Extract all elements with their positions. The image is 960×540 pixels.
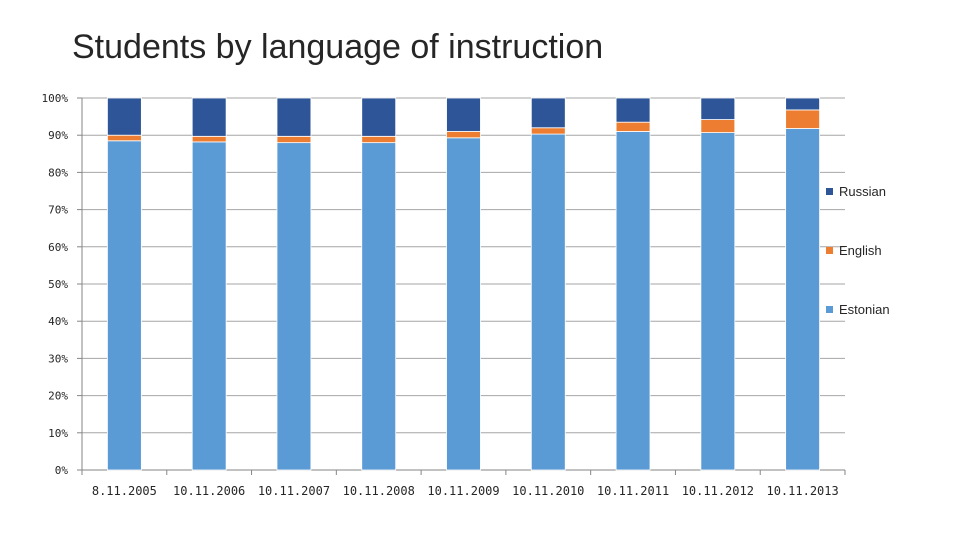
chart-title: Students by language of instruction	[72, 28, 604, 66]
bar-segment-estonian	[530, 133, 566, 471]
bar-segment-estonian	[615, 131, 651, 471]
bar-segment-estonian	[191, 141, 227, 471]
bar-segment-english	[530, 127, 566, 135]
bar-segment-russian	[276, 97, 312, 137]
y-tick-label: 50%	[48, 278, 68, 291]
y-tick-label: 30%	[48, 352, 68, 365]
x-tick-label: 8.11.2005	[92, 484, 157, 498]
x-tick-label: 10.11.2011	[597, 484, 669, 498]
x-tick-label: 10.11.2009	[427, 484, 499, 498]
bar-segment-english	[276, 135, 312, 144]
bar-segment-english	[107, 134, 142, 142]
legend-label: Estonian	[839, 302, 890, 317]
bar-segment-english	[361, 135, 397, 144]
y-tick-label: 60%	[48, 241, 68, 254]
bar-segment-english	[446, 131, 481, 139]
bar-segment-estonian	[785, 128, 820, 471]
bar-segment-russian	[107, 97, 142, 136]
bar-segment-russian	[446, 97, 481, 132]
legend-swatch	[826, 247, 833, 254]
x-tick-label: 10.11.2006	[173, 484, 245, 498]
bar-segment-russian	[530, 97, 566, 129]
y-tick-label: 10%	[48, 427, 68, 440]
bar-segment-russian	[191, 97, 227, 137]
y-tick-label: 90%	[48, 129, 68, 142]
bar-segment-russian	[361, 97, 397, 137]
legend-swatch	[826, 188, 833, 195]
bar-segment-english	[700, 119, 736, 133]
x-tick-label: 10.11.2007	[258, 484, 330, 498]
legend-item-english: English	[826, 243, 882, 258]
y-tick-label: 0%	[55, 464, 69, 477]
y-tick-label: 70%	[48, 204, 68, 217]
legend-item-russian: Russian	[826, 184, 886, 199]
bar-segment-estonian	[446, 137, 481, 471]
legend-swatch	[826, 306, 833, 313]
bar-segment-russian	[615, 97, 651, 123]
y-tick-label: 40%	[48, 315, 68, 328]
bar-segment-russian	[700, 97, 736, 120]
y-tick-label: 80%	[48, 166, 68, 179]
x-tick-label: 10.11.2012	[682, 484, 754, 498]
bar-segment-english	[615, 121, 651, 132]
x-tick-label: 10.11.2008	[343, 484, 415, 498]
bar-segment-estonian	[107, 140, 142, 471]
bar-segment-english	[191, 135, 227, 143]
bar-segment-estonian	[361, 142, 397, 471]
y-tick-label: 20%	[48, 390, 68, 403]
legend-item-estonian: Estonian	[826, 302, 890, 317]
legend-label: Russian	[839, 184, 886, 199]
bar-segment-russian	[785, 97, 820, 111]
x-tick-label: 10.11.2010	[512, 484, 584, 498]
y-tick-label: 100%	[42, 92, 69, 105]
bar-segment-english	[785, 109, 820, 129]
legend-label: English	[839, 243, 882, 258]
bar-segment-estonian	[276, 142, 312, 471]
bar-segment-estonian	[700, 132, 736, 471]
x-tick-label: 10.11.2013	[766, 484, 838, 498]
